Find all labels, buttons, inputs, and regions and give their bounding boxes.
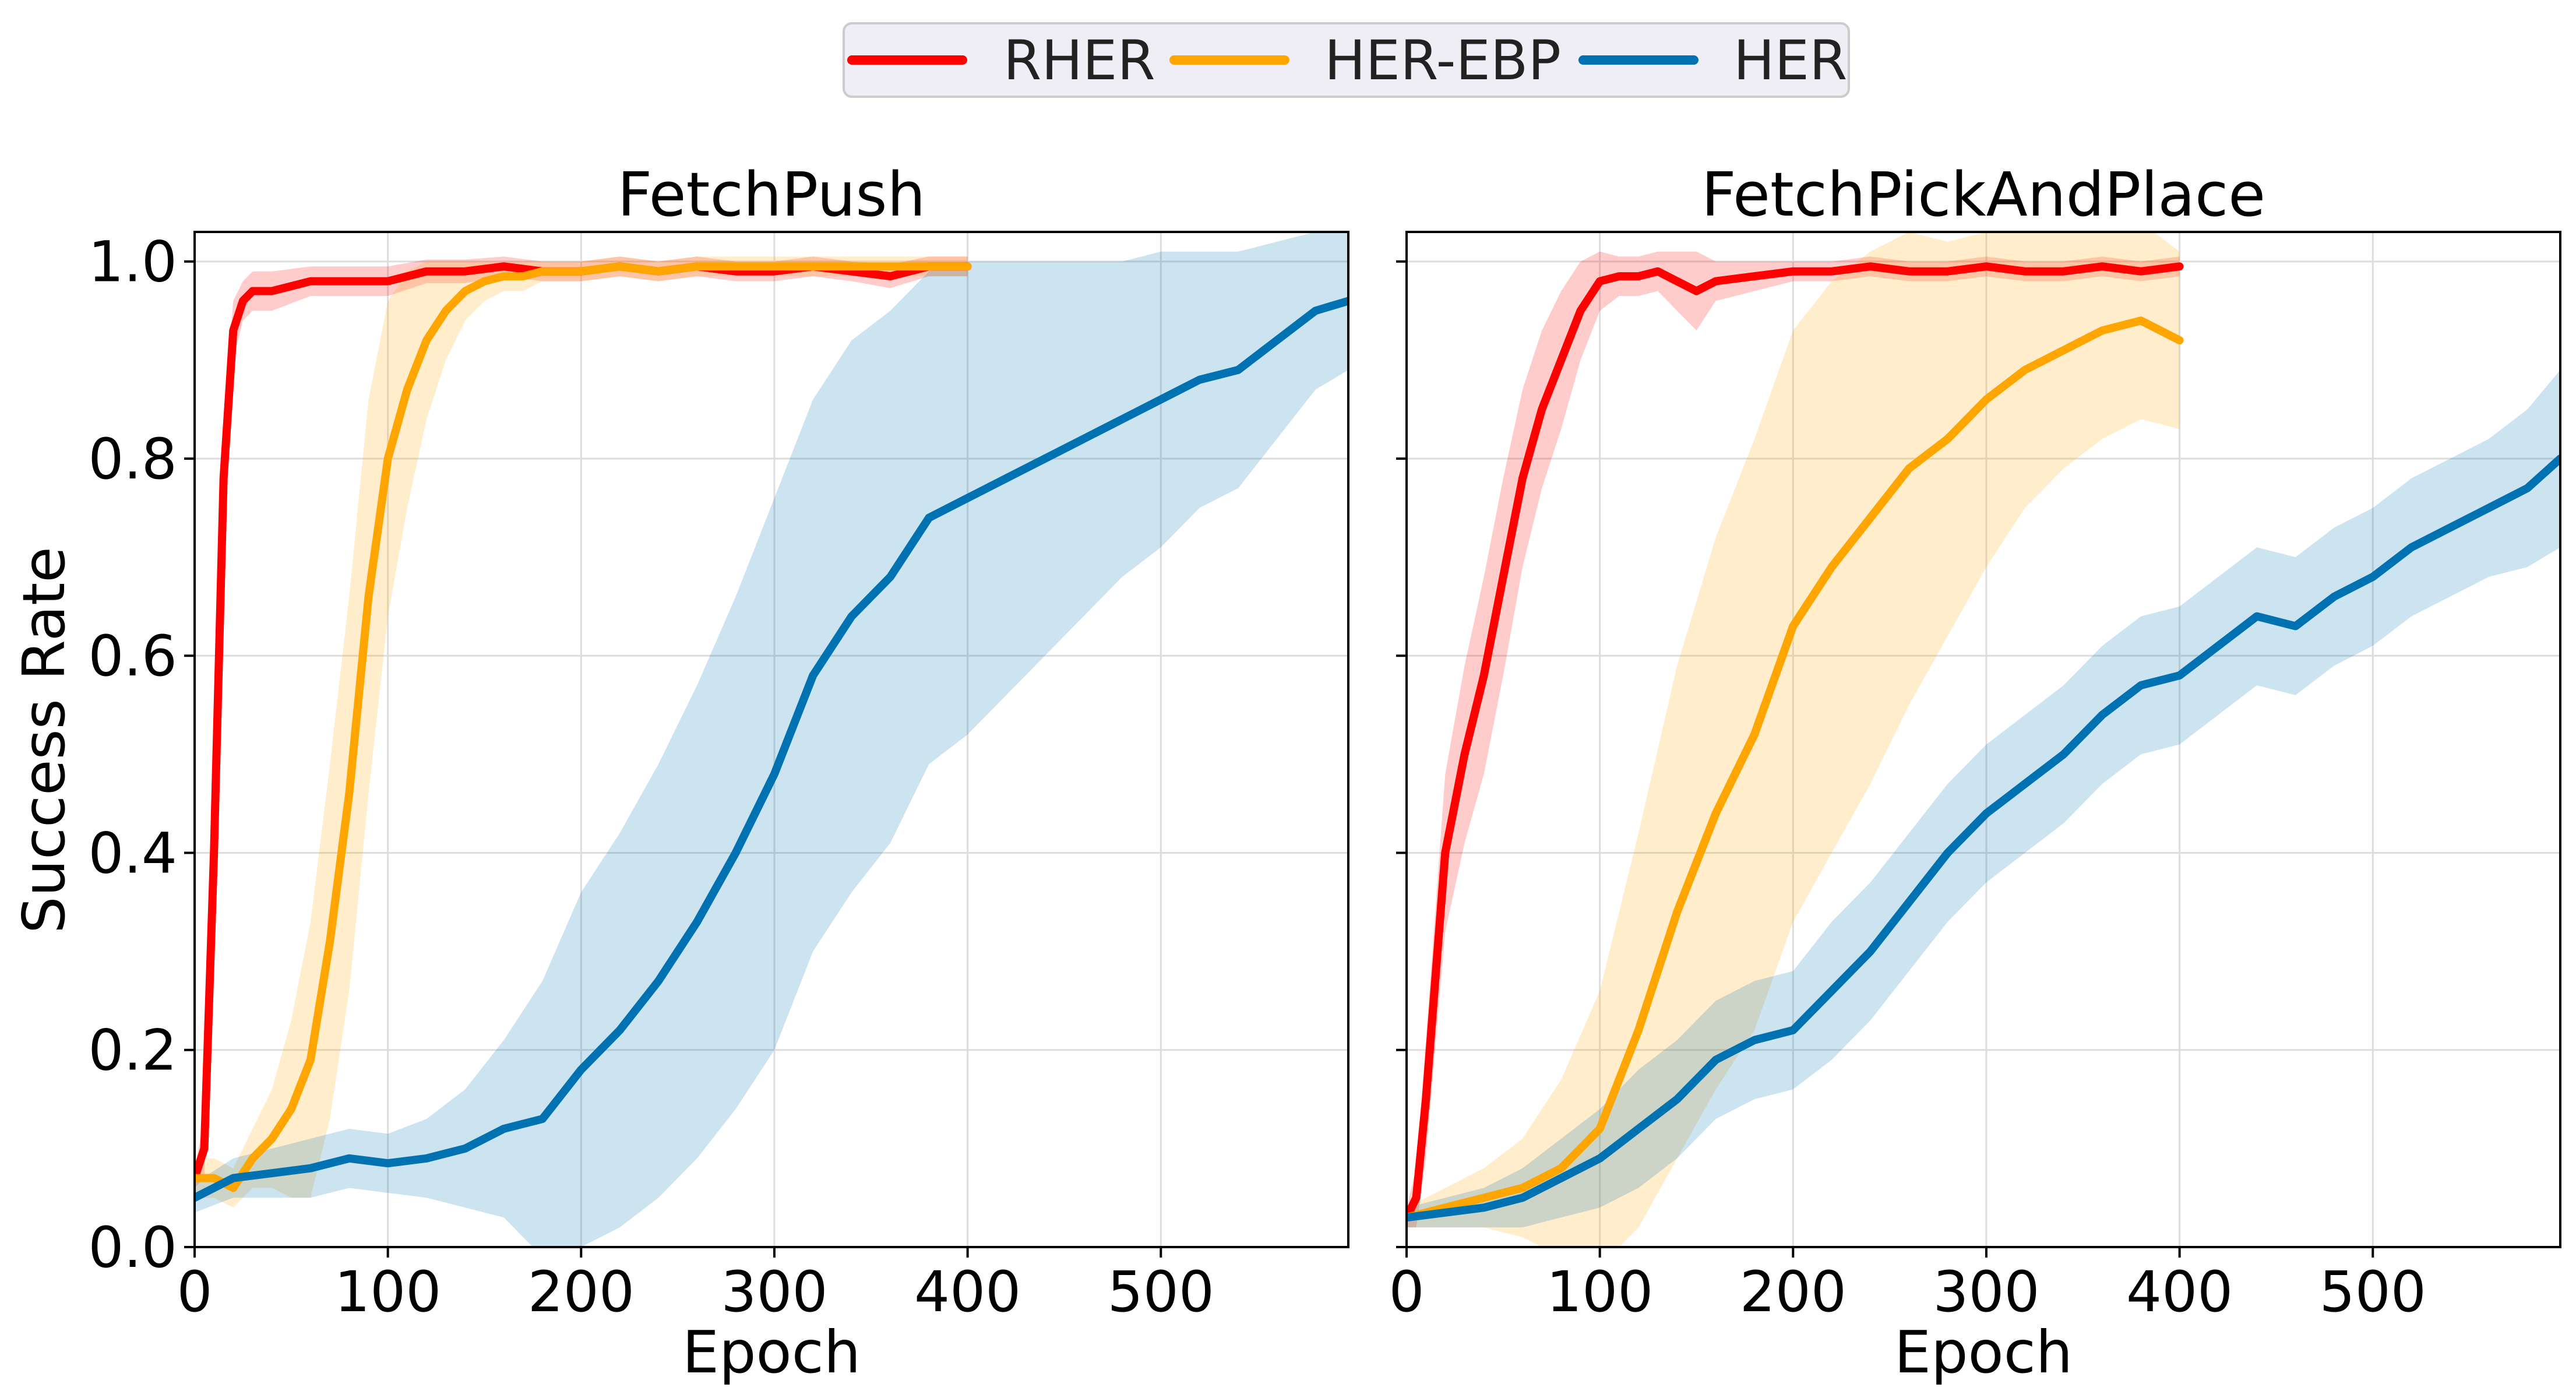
x-tick-label: 100 — [334, 1259, 441, 1325]
series-lines — [1407, 262, 2560, 1222]
x-tick-label: 400 — [914, 1259, 1021, 1325]
x-tick-label: 500 — [1108, 1259, 1214, 1325]
y-tick-label: 0.6 — [88, 624, 177, 689]
series-line-her — [195, 297, 1348, 1202]
x-tick-label: 0 — [177, 1259, 212, 1325]
confidence-bands — [1407, 232, 2560, 1247]
y-tick-label: 0.4 — [88, 821, 177, 886]
y-tick-label: 0.2 — [88, 1018, 177, 1083]
legend-label-her: HER — [1733, 29, 1847, 93]
band-her-ebp — [195, 256, 968, 1208]
series-line-her-ebp — [195, 262, 972, 1192]
band-her — [195, 232, 1348, 1247]
x-tick-label: 300 — [1933, 1259, 2039, 1325]
x-ticks: 0 100 200 300 400 500 — [177, 1247, 1214, 1325]
legend-label-rher: RHER — [1003, 29, 1155, 93]
series-line-rher — [1407, 262, 2184, 1222]
x-axis-label: Epoch — [682, 1318, 861, 1386]
series-lines — [195, 262, 1348, 1202]
y-tick-label: 0.8 — [88, 427, 177, 492]
band-her-ebp — [1407, 232, 2180, 1247]
x-tick-label: 200 — [1740, 1259, 1846, 1325]
series-line-her-ebp — [1407, 316, 2184, 1222]
panel-fetchpush: FetchPush 0 100 200 300 400 500 0.00.20.40.60… — [88, 159, 1349, 1386]
panel-title: FetchPush — [618, 159, 926, 230]
y-tick-label: 0.0 — [88, 1215, 177, 1280]
x-tick-label: 500 — [2320, 1259, 2426, 1325]
confidence-bands — [195, 232, 1348, 1247]
band-her — [1407, 369, 2560, 1228]
x-ticks: 0 100 200 300 400 500 — [1389, 1247, 2426, 1325]
y-ticks — [1396, 260, 1407, 1248]
x-tick-label: 100 — [1546, 1259, 1653, 1325]
series-line-her — [1407, 455, 2560, 1222]
legend: RHER HER-EBP HER — [843, 22, 1850, 98]
y-ticks: 0.0 0.2 0.4 0.6 0.8 1.0 — [88, 230, 195, 1280]
y-tick-label: 1.0 — [88, 230, 177, 295]
panel-title: FetchPickAndPlace — [1701, 159, 2265, 230]
x-axis-label: Epoch — [1894, 1318, 2073, 1386]
plot-frame — [1405, 231, 2561, 1248]
x-tick-label: 400 — [2126, 1259, 2233, 1325]
legend-box — [843, 22, 1850, 98]
x-tick-label: 0 — [1389, 1259, 1424, 1325]
x-tick-label: 200 — [528, 1259, 635, 1325]
legend-label-her-ebp: HER-EBP — [1324, 29, 1561, 93]
y-axis-label: Success Rate — [10, 547, 78, 934]
plot-frame — [193, 231, 1349, 1248]
x-tick-label: 300 — [721, 1259, 827, 1325]
panel-fetchpickandplace: FetchPickAndPlace 0 100 200 300 400 500 Epoch — [1389, 159, 2561, 1386]
